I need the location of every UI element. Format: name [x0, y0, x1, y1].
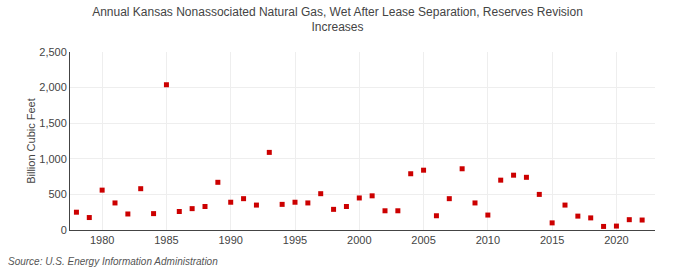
svg-text:2020: 2020	[604, 234, 628, 246]
svg-text:2,000: 2,000	[39, 81, 67, 93]
svg-text:1,000: 1,000	[39, 153, 67, 165]
svg-text:2000: 2000	[347, 234, 371, 246]
svg-text:1990: 1990	[218, 234, 242, 246]
svg-text:1995: 1995	[283, 234, 307, 246]
svg-text:2,500: 2,500	[39, 46, 67, 58]
svg-text:2015: 2015	[540, 234, 564, 246]
svg-text:2005: 2005	[411, 234, 435, 246]
svg-text:2010: 2010	[476, 234, 500, 246]
svg-text:0: 0	[61, 224, 67, 236]
svg-text:Source: U.S. Energy Informatio: Source: U.S. Energy Information Administ…	[8, 256, 218, 267]
svg-text:1,500: 1,500	[39, 117, 67, 129]
svg-text:Billion Cubic Feet: Billion Cubic Feet	[25, 98, 37, 184]
svg-text:1980: 1980	[90, 234, 114, 246]
svg-text:1985: 1985	[154, 234, 178, 246]
svg-text:Annual Kansas Nonassociated Na: Annual Kansas Nonassociated Natural Gas,…	[92, 5, 583, 35]
svg-text:500: 500	[48, 188, 66, 200]
